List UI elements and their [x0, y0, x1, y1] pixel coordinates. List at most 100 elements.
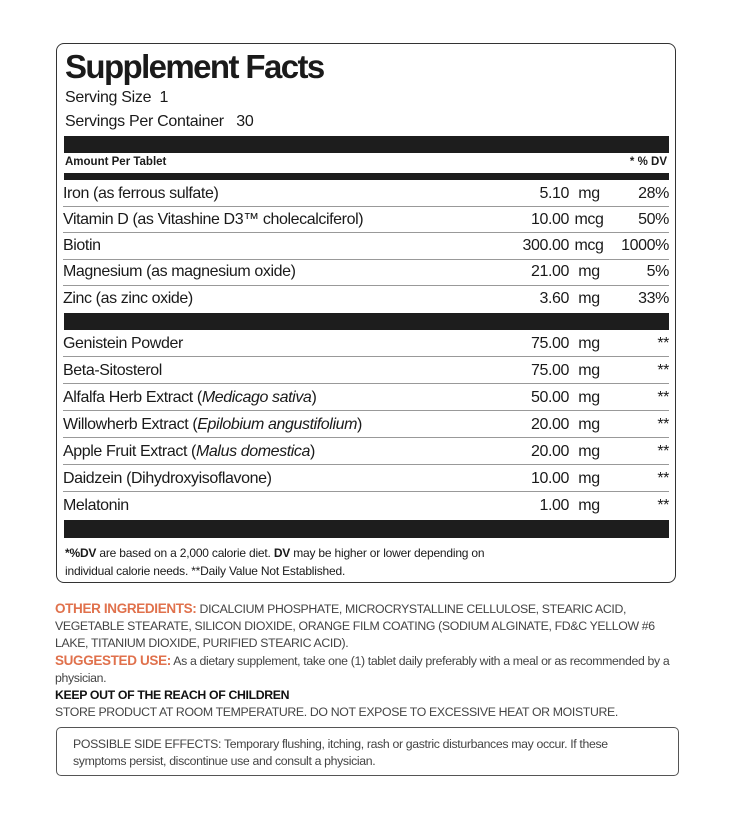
nutrient-row: Iron (as ferrous sulfate) 5.10 mg 28%	[63, 181, 669, 207]
suggested-use-text: As a dietary supplement, take one (1) ta…	[55, 654, 670, 685]
nutrient-name: Genistein Powder	[63, 335, 489, 353]
unit: mg	[578, 388, 600, 406]
daily-value: 50%	[638, 210, 669, 228]
other-ingredients-label: OTHER INGREDIENTS:	[55, 601, 197, 616]
amount: 1.00	[539, 497, 569, 514]
servings-value: 30	[236, 113, 254, 130]
latin-name: Epilobium angustifolium	[197, 415, 358, 433]
nutrient-name: Daidzein (Dihydroxyisoflavone)	[63, 470, 489, 488]
name-text: Zinc (as zinc oxide)	[63, 290, 193, 308]
nutrient-row: Magnesium (as magnesium oxide) 21.00 mg 5%	[63, 260, 669, 286]
nutrient-row: Zinc (as zinc oxide) 3.60 mg 33%	[63, 286, 669, 312]
daily-value: **	[657, 415, 669, 433]
nutrient-row: Beta-Sitosterol 75.00 mg **	[63, 358, 669, 384]
servings-per-container: Servings Per Container 30	[65, 113, 254, 131]
amount: 10.00	[530, 210, 569, 228]
nutrient-name: Iron (as ferrous sulfate)	[63, 185, 489, 203]
nutrient-row: Daidzein (Dihydroxyisoflavone) 10.00 mg **	[63, 466, 669, 492]
divider-bar	[64, 520, 669, 538]
name-text: Alfalfa Herb Extract (	[63, 388, 202, 406]
amount: 21.00	[530, 263, 569, 281]
daily-value: **	[657, 497, 669, 514]
unit: mg	[578, 415, 600, 433]
serving-size-value: 1	[159, 89, 169, 106]
nutrient-row: Apple Fruit Extract (Malus domestica) 20.…	[63, 439, 669, 465]
footnote-text: are based on a 2,000 calorie diet.	[96, 546, 274, 560]
serving-size: Serving Size 1	[65, 89, 168, 107]
nutrient-name: Vitamin D (as Vitashine D3™ cholecalcife…	[63, 211, 489, 229]
name-close: )	[357, 415, 362, 433]
unit: mg	[578, 290, 600, 308]
name-text: Daidzein (Dihydroxyisoflavone)	[63, 469, 272, 487]
daily-value: **	[657, 361, 669, 379]
name-text: Beta-Sitosterol	[63, 361, 162, 379]
amount: 10.00	[530, 469, 569, 487]
unit: mg	[578, 442, 600, 460]
side-effects-box: POSSIBLE SIDE EFFECTS: Temporary flushin…	[56, 727, 679, 776]
nutrient-name: Willowherb Extract (Epilobium angustifol…	[63, 416, 489, 434]
daily-value: 28%	[638, 184, 669, 202]
nutrient-name: Beta-Sitosterol	[63, 362, 489, 380]
footnote-dv2: DV	[273, 546, 291, 560]
unit: mcg	[574, 210, 604, 228]
name-text: Vitamin D (as Vitashine D3™ cholecalcife…	[63, 210, 364, 228]
nutrient-row: Melatonin 1.00 mg **	[63, 493, 669, 519]
nutrient-name: Zinc (as zinc oxide)	[63, 290, 489, 308]
daily-value: **	[657, 442, 669, 460]
nutrient-name: Alfalfa Herb Extract (Medicago sativa)	[63, 389, 489, 407]
amount: 20.00	[530, 415, 569, 433]
nutrient-name: Apple Fruit Extract (Malus domestica)	[63, 443, 489, 461]
unit: mg	[578, 361, 600, 379]
latin-name: Medicago sativa	[201, 388, 312, 406]
nutrient-name: Biotin	[63, 237, 489, 255]
supplement-facts-panel: Supplement Facts Serving Size 1 Servings…	[56, 43, 676, 583]
column-header: Amount Per Tablet * % DV	[65, 156, 667, 168]
divider-bar	[64, 173, 669, 180]
name-close: )	[311, 388, 317, 406]
daily-value: 5%	[646, 263, 670, 281]
unit: mcg	[574, 237, 604, 255]
name-text: Genistein Powder	[63, 334, 183, 352]
daily-value: **	[657, 388, 669, 406]
nutrient-row: Willowherb Extract (Epilobium angustifol…	[63, 412, 669, 438]
name-text: Magnesium (as magnesium oxide)	[63, 263, 296, 281]
suggested-use: SUGGESTED USE: As a dietary supplement, …	[55, 652, 685, 687]
footnote-line2: individual calorie needs. **Daily Value …	[65, 564, 346, 578]
name-text: Willowherb Extract (	[63, 415, 198, 433]
serving-size-label: Serving Size	[65, 89, 152, 106]
name-text: Iron (as ferrous sulfate)	[63, 184, 219, 202]
suggested-use-label: SUGGESTED USE:	[55, 653, 171, 668]
daily-value: 33%	[638, 290, 669, 308]
name-text: Apple Fruit Extract (	[63, 442, 196, 460]
storage-text: STORE PRODUCT AT ROOM TEMPERATURE. DO NO…	[55, 705, 618, 719]
unit: mg	[578, 184, 600, 202]
name-text: Melatonin	[63, 497, 129, 514]
amount: 75.00	[530, 334, 569, 352]
amount: 50.00	[530, 388, 569, 406]
unit: mg	[578, 334, 600, 352]
unit: mg	[578, 469, 600, 487]
name-text: Biotin	[63, 237, 101, 255]
divider-bar	[64, 313, 669, 330]
nutrient-row: Biotin 300.00 mcg 1000%	[63, 234, 669, 260]
panel-title: Supplement Facts	[65, 48, 325, 85]
amount: 75.00	[530, 361, 569, 379]
daily-value: **	[657, 469, 669, 487]
footnote: *%DV are based on a 2,000 calorie diet. …	[65, 544, 485, 580]
amount: 20.00	[530, 442, 569, 460]
other-ingredients-text: DICALCIUM PHOSPHATE, MICROCRYSTALLINE CE…	[55, 602, 655, 650]
daily-value: **	[657, 334, 669, 352]
footnote-dv: *%DV	[65, 546, 97, 560]
name-close: )	[310, 442, 315, 460]
unit: mg	[578, 263, 600, 281]
nutrient-row: Alfalfa Herb Extract (Medicago sativa) 50…	[63, 385, 669, 411]
latin-name: Malus domestica	[195, 442, 311, 460]
amount: 3.60	[539, 290, 569, 308]
other-ingredients: OTHER INGREDIENTS: DICALCIUM PHOSPHATE, …	[55, 600, 685, 652]
nutrient-row: Genistein Powder 75.00 mg **	[63, 331, 669, 357]
divider-bar	[64, 136, 669, 153]
servings-label: Servings Per Container	[65, 113, 224, 130]
nutrient-name: Magnesium (as magnesium oxide)	[63, 263, 489, 281]
amount-header: Amount Per Tablet	[65, 156, 167, 168]
daily-value: 1000%	[621, 237, 669, 255]
